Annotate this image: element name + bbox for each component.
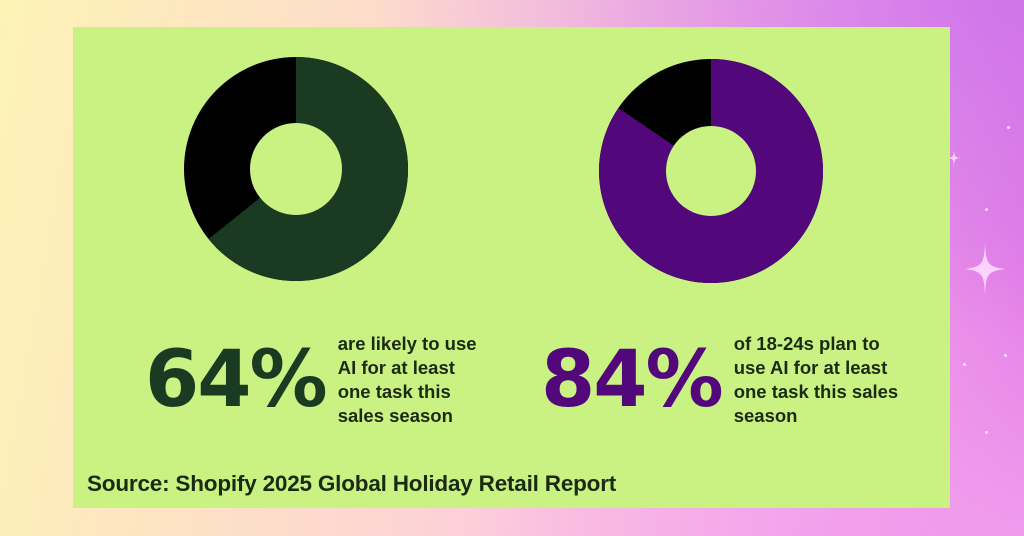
source-citation: Source: Shopify 2025 Global Holiday Reta…	[87, 471, 617, 496]
description-line: use AI for at least	[733, 357, 888, 378]
stat-description: of 18-24s plan to use AI for at least on…	[734, 332, 899, 428]
donut-chart-84	[599, 59, 824, 283]
description-line: AI for at least	[337, 357, 455, 378]
donut-hole	[666, 126, 756, 216]
sparkle-dot	[1007, 126, 1010, 129]
description-line: one task this	[337, 381, 451, 402]
sparkle-dot	[963, 363, 966, 366]
stat-description: are likely to use AI for at least one ta…	[338, 332, 477, 428]
sparkle-icon	[946, 150, 962, 166]
sparkle-dot	[985, 431, 988, 434]
description-line: of 18-24s plan to	[733, 333, 880, 354]
infographic-panel: 64% are likely to use AI for at least on…	[73, 27, 950, 508]
sparkle-icon	[964, 243, 1006, 295]
sparkle-dot	[1004, 354, 1007, 357]
stat-left: 64% are likely to use AI for at least on…	[145, 332, 477, 428]
stat-value: 84%	[541, 335, 724, 425]
stat-value: 64%	[145, 335, 328, 425]
description-line: one task this sales	[733, 381, 899, 402]
donut-chart-64	[184, 56, 409, 281]
description-line: season	[733, 405, 798, 426]
description-line: are likely to use	[337, 333, 477, 354]
donut-hole	[250, 123, 342, 215]
stat-right: 84% of 18-24s plan to use AI for at leas…	[541, 332, 898, 428]
sparkle-dot	[985, 208, 988, 211]
description-line: sales season	[337, 405, 453, 426]
